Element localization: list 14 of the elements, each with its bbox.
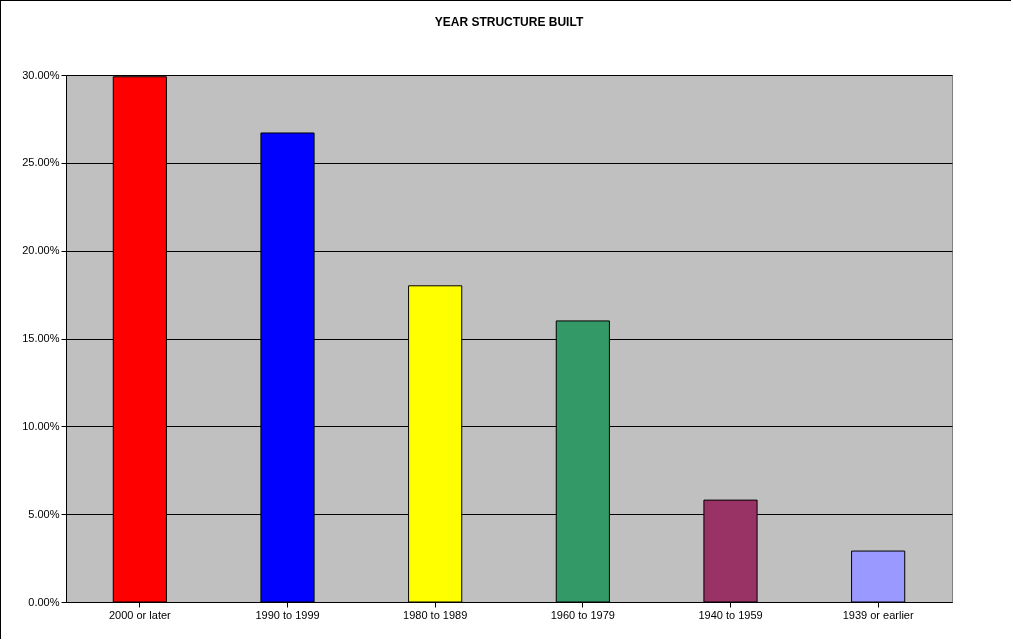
x-tick-label: 1960 to 1979 [550,608,615,621]
x-tick-label: 1939 or earlier [842,608,914,621]
y-tick-label: 15.00% [22,332,60,344]
y-tick-label: 10.00% [22,419,60,432]
x-tick-label: 1980 to 1989 [403,608,468,621]
y-tick-label: 20.00% [22,244,60,257]
y-tick-label: 30.00% [22,68,60,81]
x-tick-label: 2000 or later [108,608,172,621]
x-tick-label: 1940 to 1959 [698,608,763,621]
x-tick-label: 1990 to 1999 [255,608,320,621]
y-tick-label: 25.00% [22,156,60,169]
y-tick-label: 5.00% [28,507,60,520]
chart-title: YEAR STRUCTURE BUILT [434,15,584,29]
y-tick-label: 0.00% [28,595,60,608]
